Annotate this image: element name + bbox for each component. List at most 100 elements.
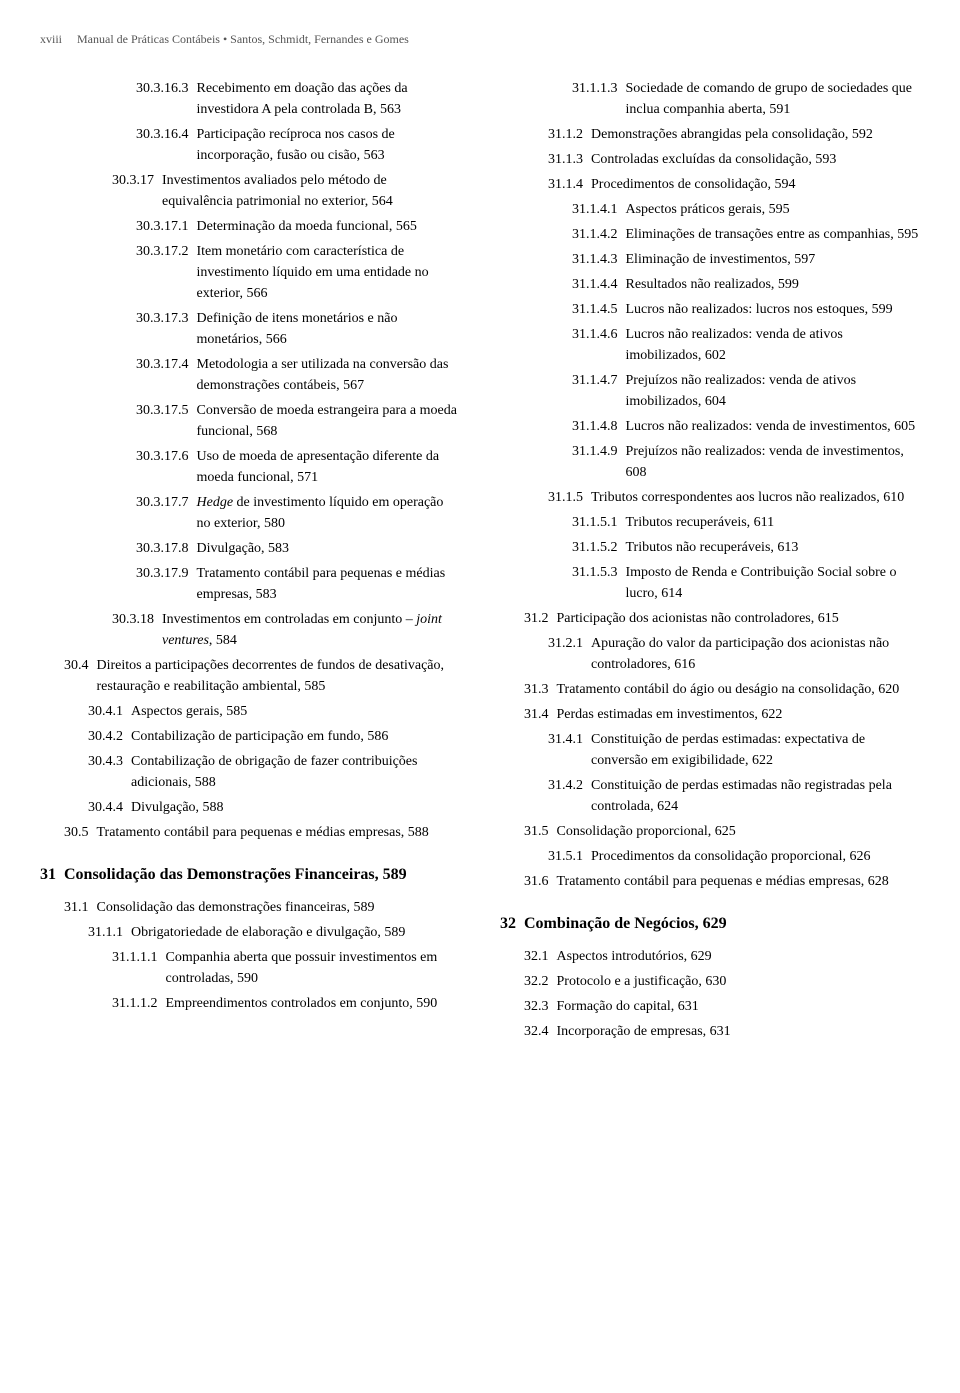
toc-entry: 30.3.17.2Item monetário com característi… [136, 241, 460, 304]
toc-entry: 31.1.1.2Empreendimentos controlados em c… [112, 993, 460, 1014]
toc-number: 31.1.5.3 [572, 562, 626, 604]
toc-entry: 31.1.4.8Lucros não realizados: venda de … [572, 416, 920, 437]
toc-number: 31.1.4.2 [572, 224, 626, 245]
toc-entry: 32Combinação de Negócios, 629 [500, 912, 920, 936]
toc-number: 31.4.1 [548, 729, 591, 771]
toc-entry: 32.4Incorporação de empresas, 631 [524, 1021, 920, 1042]
toc-entry: 31.3Tratamento contábil do ágio ou deság… [524, 679, 920, 700]
toc-text: Lucros não realizados: lucros nos estoqu… [626, 299, 921, 320]
toc-entry: 31.1.4.3Eliminação de investimentos, 597 [572, 249, 920, 270]
toc-number: 32.2 [524, 971, 557, 992]
toc-number: 31.1.1 [88, 922, 131, 943]
toc-text: Eliminações de transações entre as compa… [626, 224, 921, 245]
toc-text: Formação do capital, 631 [557, 996, 921, 1017]
toc-entry: 31Consolidação das Demonstrações Finance… [40, 863, 460, 887]
toc-entry: 31.1.5Tributos correspondentes aos lucro… [548, 487, 920, 508]
toc-entry: 31.1.1.3Sociedade de comando de grupo de… [572, 78, 920, 120]
toc-number: 31.1.4.1 [572, 199, 626, 220]
toc-number: 31.2.1 [548, 633, 591, 675]
toc-text: Procedimentos da consolidação proporcion… [591, 846, 920, 867]
toc-text: Tratamento contábil para pequenas e médi… [197, 563, 461, 605]
toc-entry: 31.1.4.7Prejuízos não realizados: venda … [572, 370, 920, 412]
toc-number: 30.3.17.7 [136, 492, 197, 534]
toc-entry: 31.1.2Demonstrações abrangidas pela cons… [548, 124, 920, 145]
toc-number: 31.1.4.7 [572, 370, 626, 412]
toc-text: Constituição de perdas estimadas não reg… [591, 775, 920, 817]
toc-text: Lucros não realizados: venda de investim… [626, 416, 921, 437]
toc-text: Aspectos introdutórios, 629 [557, 946, 921, 967]
toc-number: 32.1 [524, 946, 557, 967]
toc-text: Imposto de Renda e Contribuição Social s… [626, 562, 921, 604]
book-title: Manual de Práticas Contábeis • Santos, S… [77, 32, 409, 46]
toc-text: Item monetário com característica de inv… [197, 241, 461, 304]
toc-text: Participação dos acionistas não controla… [557, 608, 921, 629]
toc-entry: 31.1.1Obrigatoriedade de elaboração e di… [88, 922, 460, 943]
toc-number: 30.4 [64, 655, 97, 697]
toc-text: Hedge de investimento líquido em operaçã… [197, 492, 461, 534]
toc-number: 31.1.4.5 [572, 299, 626, 320]
toc-text: Divulgação, 583 [197, 538, 461, 559]
toc-text: Determinação da moeda funcional, 565 [197, 216, 461, 237]
toc-entry: 30.3.17.9Tratamento contábil para pequen… [136, 563, 460, 605]
toc-entry: 30.3.17.7Hedge de investimento líquido e… [136, 492, 460, 534]
toc-entry: 31.1.5.1Tributos recuperáveis, 611 [572, 512, 920, 533]
toc-number: 31.1.1.2 [112, 993, 166, 1014]
toc-entry: 30.5Tratamento contábil para pequenas e … [64, 822, 460, 843]
toc-text: Controladas excluídas da consolidação, 5… [591, 149, 920, 170]
toc-entry: 30.3.17.8Divulgação, 583 [136, 538, 460, 559]
toc-text: Tratamento contábil para pequenas e médi… [557, 871, 921, 892]
toc-number: 30.3.17.6 [136, 446, 197, 488]
toc-entry: 30.4.3Contabilização de obrigação de faz… [88, 751, 460, 793]
toc-text: Prejuízos não realizados: venda de inves… [626, 441, 921, 483]
toc-text: Companhia aberta que possuir investiment… [166, 947, 461, 989]
toc-number: 32.4 [524, 1021, 557, 1042]
toc-number: 31.1.2 [548, 124, 591, 145]
toc-text: Investimentos em controladas em conjunto… [162, 609, 460, 651]
right-column: 31.1.1.3Sociedade de comando de grupo de… [500, 78, 920, 1046]
toc-number: 31.4.2 [548, 775, 591, 817]
toc-entry: 30.3.17.5Conversão de moeda estrangeira … [136, 400, 460, 442]
toc-number: 30.3.16.4 [136, 124, 197, 166]
toc-number: 30.3.17.8 [136, 538, 197, 559]
toc-entry: 32.2Protocolo e a justificação, 630 [524, 971, 920, 992]
toc-number: 30.4.3 [88, 751, 131, 793]
toc-text: Tributos não recuperáveis, 613 [626, 537, 921, 558]
toc-entry: 31.2Participação dos acionistas não cont… [524, 608, 920, 629]
toc-number: 31 [40, 863, 64, 887]
toc-text: Aspectos gerais, 585 [131, 701, 460, 722]
toc-number: 31.4 [524, 704, 557, 725]
toc-entry: 30.3.17.1Determinação da moeda funcional… [136, 216, 460, 237]
toc-text: Sociedade de comando de grupo de socieda… [626, 78, 921, 120]
toc-number: 31.1.4.3 [572, 249, 626, 270]
toc-number: 32.3 [524, 996, 557, 1017]
toc-columns: 30.3.16.3Recebimento em doação das ações… [40, 78, 920, 1046]
toc-entry: 30.3.17Investimentos avaliados pelo méto… [112, 170, 460, 212]
toc-number: 31.5 [524, 821, 557, 842]
toc-text: Constituição de perdas estimadas: expect… [591, 729, 920, 771]
toc-text: Participação recíproca nos casos de inco… [197, 124, 461, 166]
toc-text: Divulgação, 588 [131, 797, 460, 818]
toc-entry: 31.1.4.6Lucros não realizados: venda de … [572, 324, 920, 366]
toc-entry: 31.5Consolidação proporcional, 625 [524, 821, 920, 842]
toc-entry: 31.4.2Constituição de perdas estimadas n… [548, 775, 920, 817]
toc-entry: 31.5.1Procedimentos da consolidação prop… [548, 846, 920, 867]
toc-entry: 30.4.4Divulgação, 588 [88, 797, 460, 818]
toc-text: Contabilização de participação em fundo,… [131, 726, 460, 747]
toc-number: 30.3.17.4 [136, 354, 197, 396]
toc-number: 31.1.5.2 [572, 537, 626, 558]
toc-entry: 32.1Aspectos introdutórios, 629 [524, 946, 920, 967]
toc-entry: 30.4.1Aspectos gerais, 585 [88, 701, 460, 722]
toc-number: 31.1.4.8 [572, 416, 626, 437]
toc-number: 30.3.17 [112, 170, 162, 212]
page-header: xviii Manual de Práticas Contábeis • San… [40, 30, 920, 48]
toc-number: 30.4.2 [88, 726, 131, 747]
toc-number: 31.1.3 [548, 149, 591, 170]
toc-number: 31.1.1.3 [572, 78, 626, 120]
toc-text: Recebimento em doação das ações da inves… [197, 78, 461, 120]
toc-number: 31.2 [524, 608, 557, 629]
toc-text: Protocolo e a justificação, 630 [557, 971, 921, 992]
toc-entry: 30.3.17.4Metodologia a ser utilizada na … [136, 354, 460, 396]
page-number: xviii [40, 32, 62, 46]
toc-entry: 31.1Consolidação das demonstrações finan… [64, 897, 460, 918]
toc-number: 30.4.1 [88, 701, 131, 722]
